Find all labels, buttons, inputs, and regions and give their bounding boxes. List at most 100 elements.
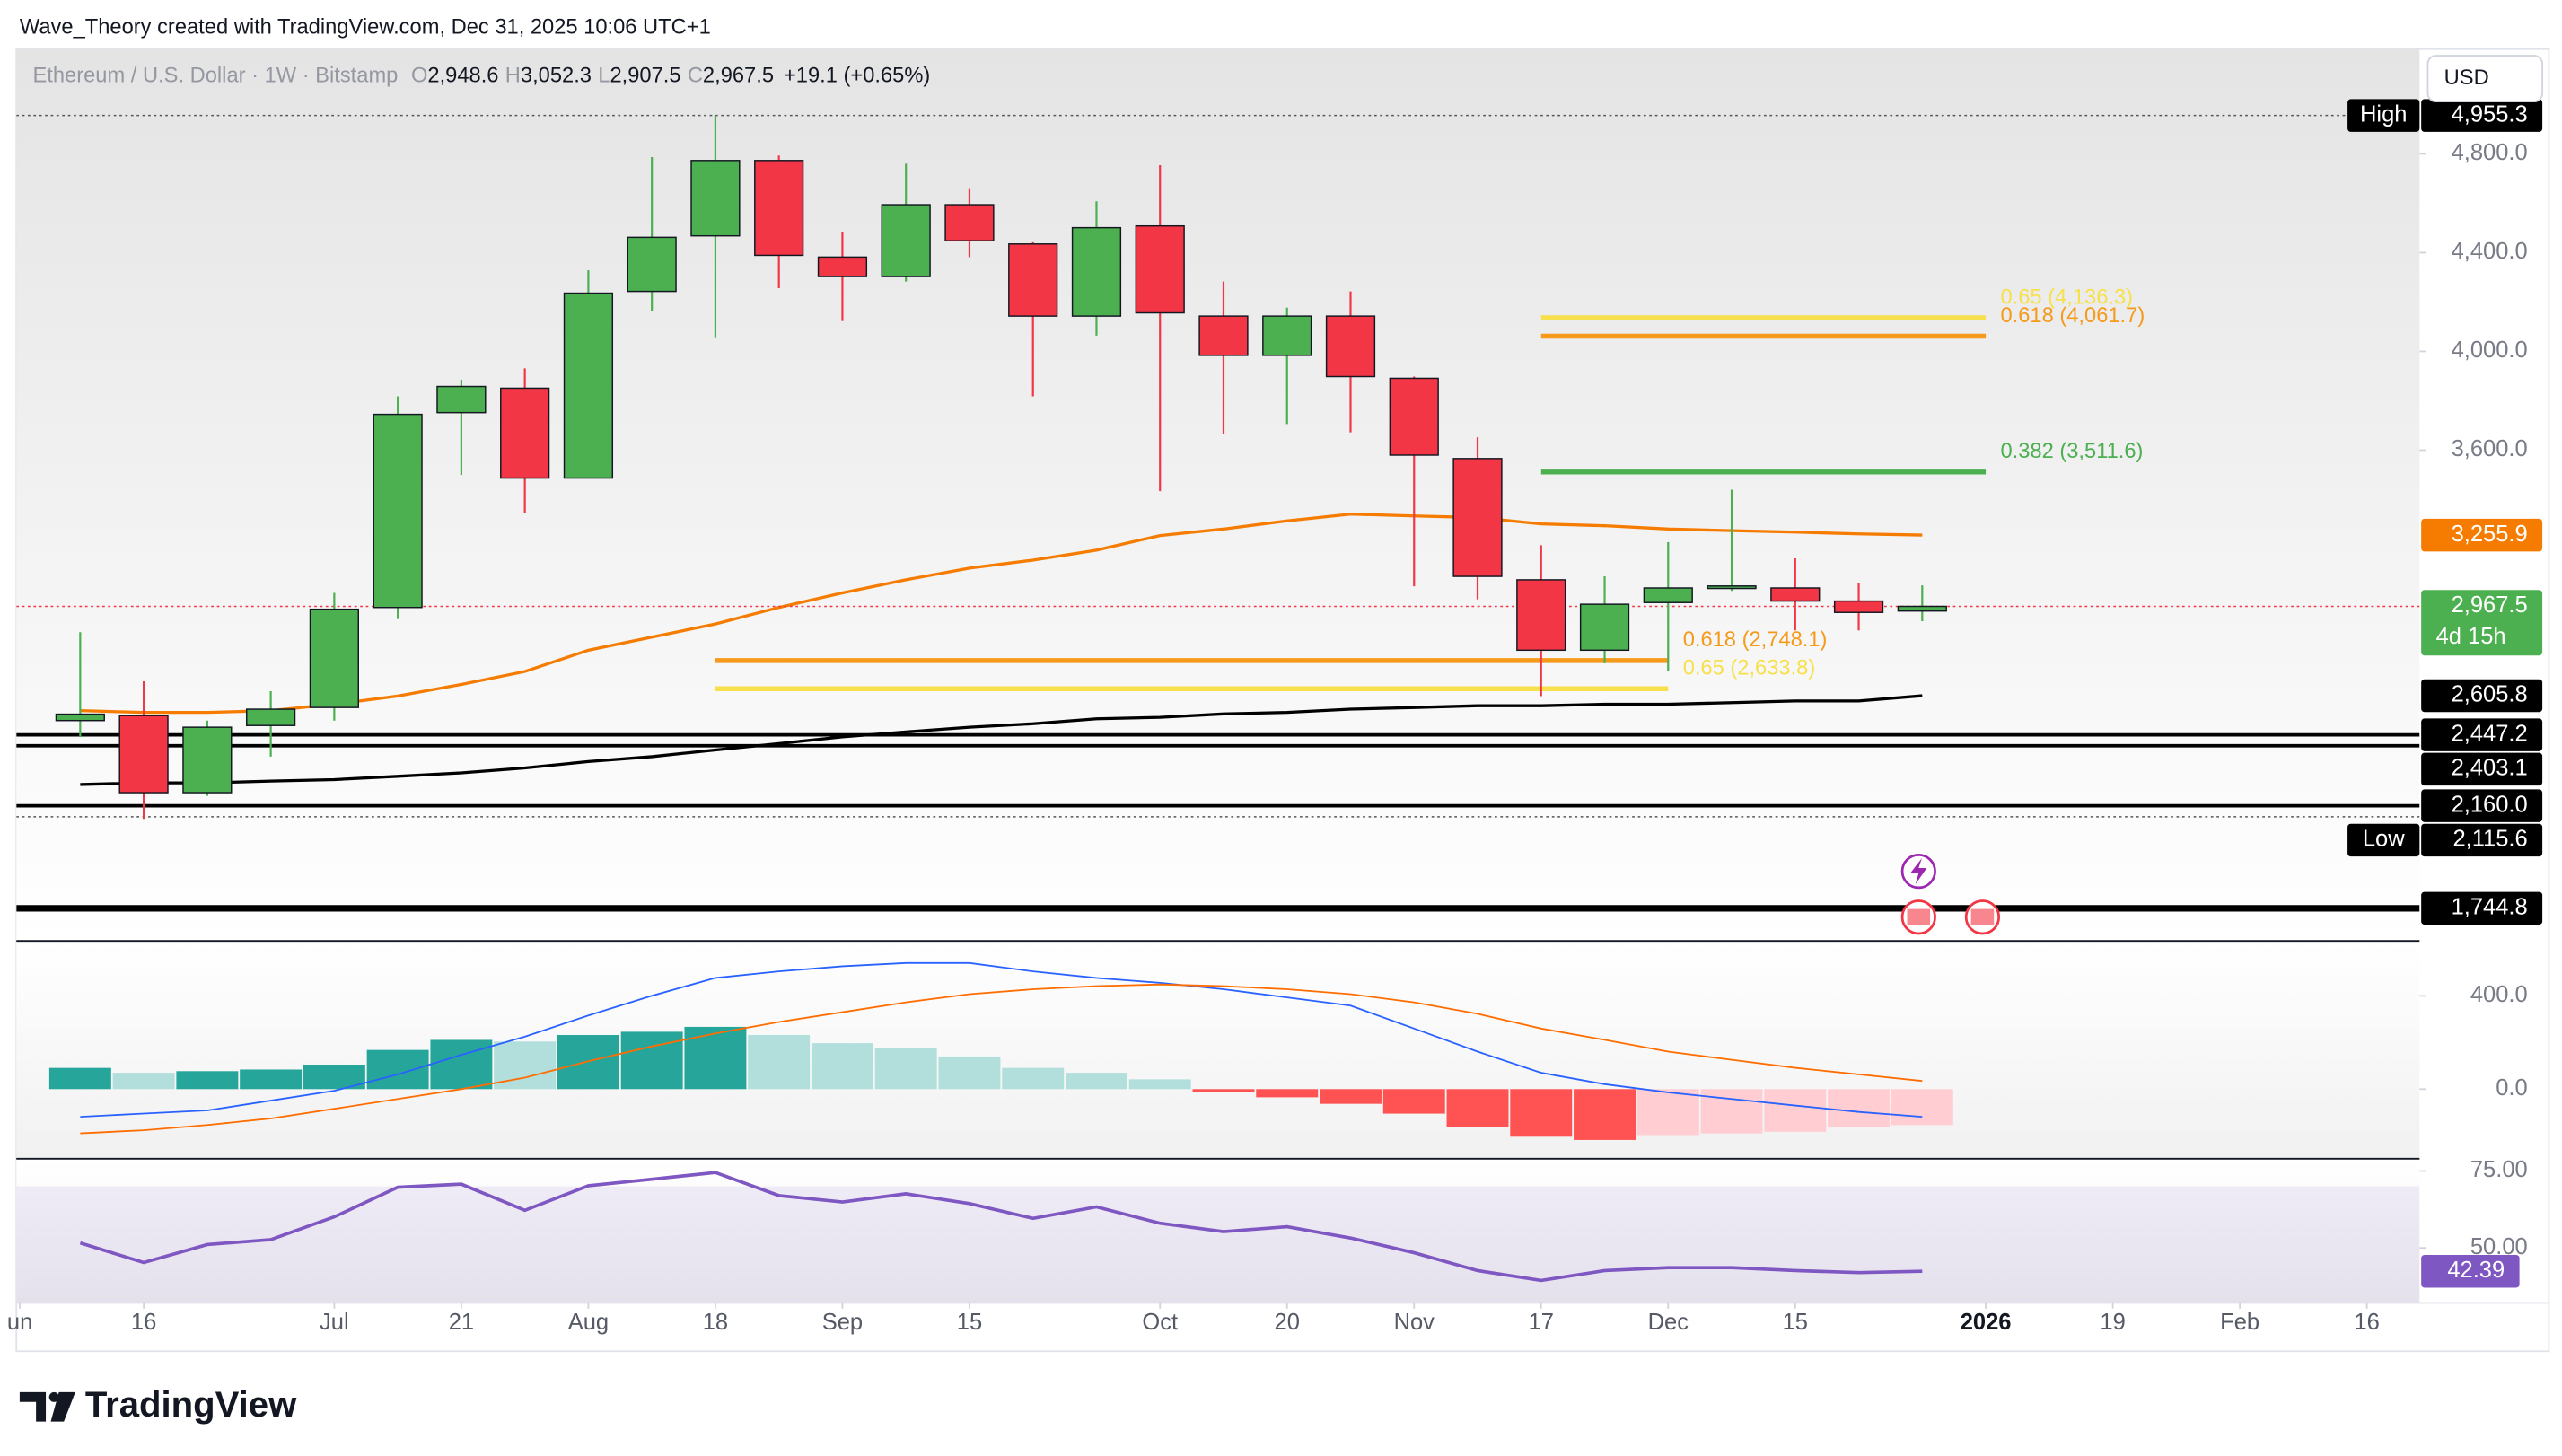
candle-body (1135, 224, 1185, 314)
x-tick-label: 18 (703, 1310, 728, 1335)
candle-body (1008, 243, 1058, 317)
macd-histogram-bar (1065, 1073, 1127, 1090)
candle-body (1897, 605, 1947, 612)
x-tick-label: 21 (449, 1310, 474, 1335)
price-label: 4,955.3 (2452, 101, 2528, 127)
macd-histogram-bar (620, 1031, 683, 1090)
x-tick-label: Oct (1142, 1310, 1178, 1335)
x-tick-label: Dec (1648, 1310, 1689, 1335)
countdown-label: 4d 15h (2436, 624, 2506, 649)
x-tick-label: 19 (2100, 1310, 2125, 1335)
candle-body (500, 387, 550, 479)
currency-button-box[interactable] (2426, 55, 2544, 103)
macd-pane-bg (16, 942, 2420, 1158)
macd-histogram-bar (1446, 1089, 1509, 1127)
x-tick-label: 20 (1275, 1310, 1300, 1335)
candle-body (246, 708, 296, 726)
logo-mark (48, 1391, 59, 1402)
logo-text: TradingView (85, 1384, 297, 1425)
x-tick-label: Feb (2220, 1310, 2259, 1335)
candle-body (1833, 600, 1884, 613)
candle-body (1452, 458, 1503, 577)
x-tick-label: 15 (957, 1310, 982, 1335)
ideas-bolt (1910, 858, 1927, 885)
macd-histogram-bar (430, 1039, 493, 1090)
macd-histogram-bar (1382, 1089, 1445, 1114)
price-pane: 0.65 (4,136.3)0.618 (4,061.7) 0.382 (3,51… (16, 114, 2420, 912)
footer-logo: TradingView (19, 1384, 297, 1425)
price-label: 2,403.1 (2452, 756, 2528, 781)
macd-histogram-bar (112, 1073, 175, 1090)
price-label: 2,967.5 (2452, 592, 2528, 618)
x-tick-label: 16 (2354, 1310, 2379, 1335)
fib-label: 0.618 (2,748.1) (1683, 628, 1828, 652)
macd-pane (48, 961, 1953, 1140)
price-label-box (2421, 518, 2543, 552)
price-label: 2,605.8 (2452, 682, 2528, 707)
macd-histogram-bar (1002, 1067, 1065, 1090)
macd-histogram-bar (684, 1026, 747, 1090)
price-label-box (2421, 590, 2543, 656)
rsi-pane (16, 1171, 2420, 1303)
macd-tick-label: 400.0 (2470, 982, 2528, 1007)
candle-body (436, 385, 487, 414)
price-label-box (2421, 789, 2543, 822)
rsi-value-label: 42.39 (2447, 1258, 2505, 1283)
macd-histogram-bar (48, 1067, 111, 1090)
fib-label: 0.65 (2,633.8) (1683, 657, 1816, 680)
legend-change: +19.1 (+0.65%) (784, 65, 930, 88)
header-credit: Wave_Theory created with TradingView.com… (20, 15, 711, 39)
price-label-box (2421, 752, 2543, 786)
logo-mark (19, 1391, 47, 1422)
axes: 4,800.0 4,400.0 4,000.0 3,600.0 un 16 Jul 21 Aug… (7, 99, 2543, 1335)
price-label: 2,115.6 (2452, 827, 2527, 852)
candle-body (563, 292, 614, 479)
macd-histogram-bar (748, 1035, 811, 1090)
candle-body (1071, 226, 1122, 317)
currency-button[interactable]: USD (2426, 55, 2544, 103)
candle-body (1262, 315, 1312, 356)
legend-value: 2,967.5 (703, 65, 774, 88)
rsi-band (16, 1186, 2420, 1303)
macd-histogram-bar (176, 1071, 239, 1090)
macd-histogram-bar (240, 1069, 303, 1090)
x-tick-label: Aug (568, 1310, 609, 1335)
macd-histogram-bar (1764, 1089, 1827, 1132)
legend-value: 2,907.5 (610, 65, 680, 88)
macd-histogram-bar (874, 1048, 937, 1090)
macd-histogram-bar (1700, 1089, 1763, 1134)
price-tag-box (2347, 99, 2420, 132)
candle-body (690, 160, 741, 237)
price-label-box (2421, 99, 2543, 132)
price-label-box (2421, 679, 2543, 713)
macd-histogram-bar (1510, 1089, 1573, 1137)
price-label-box (2421, 891, 2543, 925)
y-tick-label: 4,400.0 (2452, 239, 2528, 264)
fib-label: 0.382 (3,511.6) (2000, 440, 2143, 463)
legend-key: H (505, 65, 521, 88)
signal-line (80, 983, 1923, 1135)
price-tag-box (2347, 823, 2420, 857)
candle-body (118, 715, 169, 794)
candle-body (1389, 377, 1439, 456)
candle-body (881, 204, 931, 277)
legend-key: O (411, 65, 427, 88)
event-icons (1900, 854, 2001, 935)
price-label-box (2421, 718, 2543, 751)
macd-histogram-bar (366, 1049, 429, 1090)
price-label: 2,447.2 (2452, 721, 2528, 746)
y-tick-label: 4,000.0 (2452, 338, 2528, 363)
x-tick-label: 17 (1529, 1310, 1554, 1335)
macd-histogram-bar (938, 1056, 1001, 1090)
currency-label[interactable]: USD (2444, 66, 2489, 90)
flag (1970, 908, 1995, 925)
legend-key: C (688, 65, 703, 88)
fib-label: 0.618 (4,061.7) (2000, 304, 2145, 328)
x-tick-label: Nov (1394, 1310, 1435, 1335)
macd-histogram-bar (1256, 1089, 1319, 1098)
x-tick-label: 2026 (1961, 1310, 2012, 1335)
candle-body (944, 204, 995, 241)
fib-label: 0.65 (4,136.3) (2000, 285, 2133, 309)
candle-body (1707, 585, 1757, 590)
